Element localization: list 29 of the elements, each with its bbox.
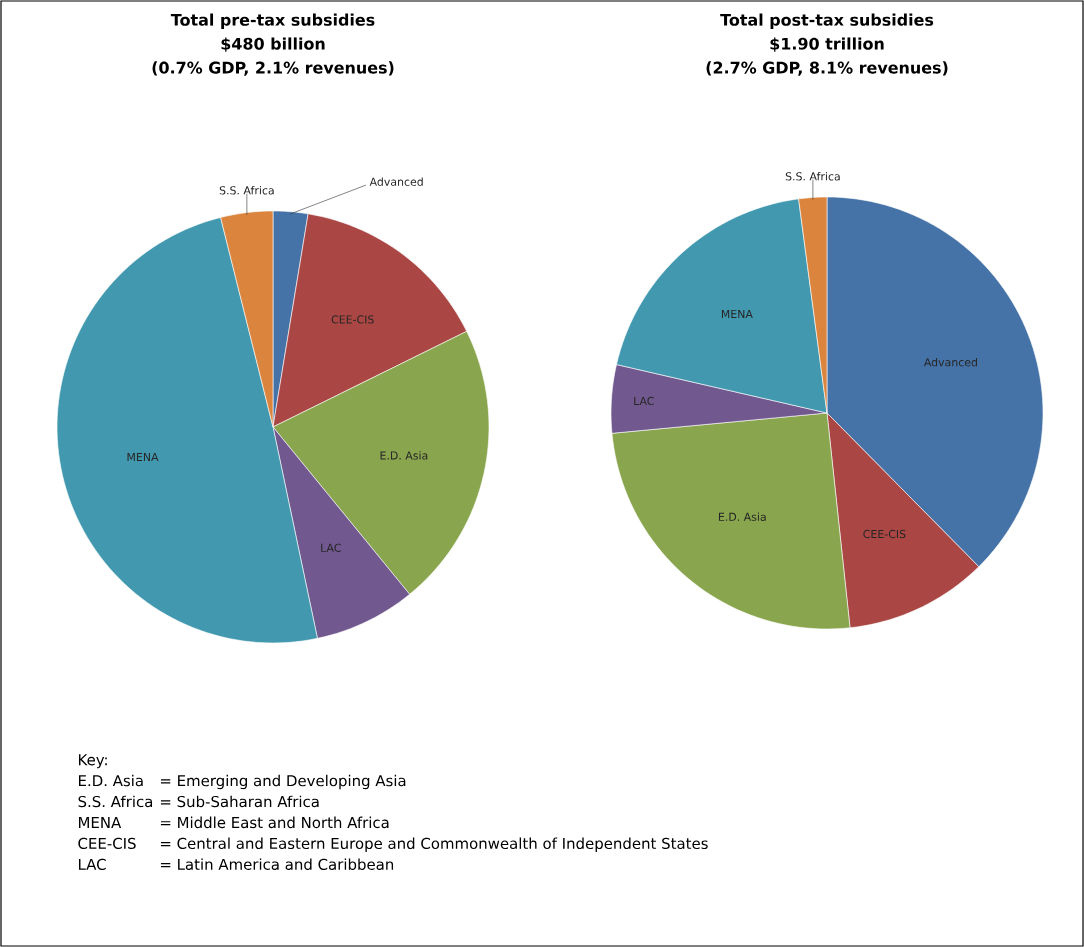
text: (2.7% GDP, 8.1% revenues): [706, 61, 948, 76]
slice-label: MENA: [127, 453, 159, 462]
slice-label: Advanced: [369, 177, 423, 186]
text: MENA: [78, 817, 122, 828]
text: = Emerging and Developing Asia: [160, 774, 406, 790]
slice-label: E.D. Asia: [380, 451, 428, 460]
slice-label: CEE-CIS: [863, 529, 906, 539]
text: LAC: [78, 858, 106, 870]
slice-label: CEE-CIS: [331, 315, 374, 324]
text: CEE-CIS: [78, 837, 136, 850]
text: = Latin America and Caribbean: [160, 858, 394, 870]
slice-label: LAC: [634, 396, 654, 406]
chart-subtitle: $480 billion: [221, 37, 325, 52]
text: (0.7% GDP, 2.1% revenues): [152, 61, 394, 76]
slice-label: LAC: [321, 543, 341, 552]
slice-label: S.S. Africa: [785, 172, 840, 181]
text: Key:: [78, 754, 107, 769]
chart-title: Total post-tax subsidies: [720, 13, 934, 29]
slice-label: E.D. Asia: [718, 512, 766, 521]
text: = Middle East and North Africa: [160, 816, 389, 829]
text: = Sub-Saharan Africa: [160, 795, 319, 808]
text: S.S. Africa: [78, 795, 153, 808]
slice-label: MENA: [721, 309, 753, 318]
slice-label: S.S. Africa: [219, 186, 274, 195]
chart-subtitle: $1.90 trillion: [770, 37, 884, 52]
text: E.D. Asia: [78, 774, 143, 787]
chart-title: Total pre-tax subsidies: [170, 13, 375, 29]
slice-label: Advanced: [923, 357, 977, 367]
text: = Central and Eastern Europe and Commonwealth of Independent States: [160, 837, 708, 852]
